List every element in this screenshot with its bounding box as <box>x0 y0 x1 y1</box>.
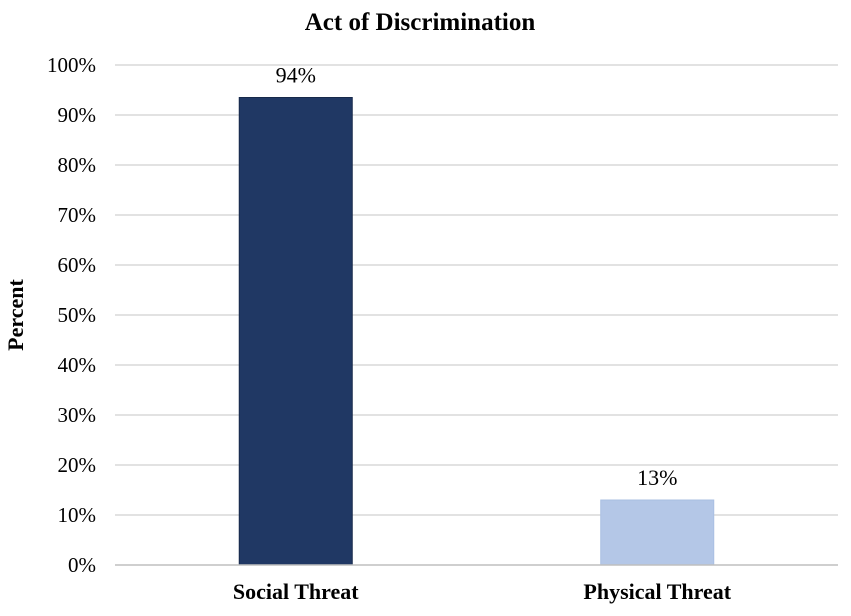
bar-social-threat <box>238 97 353 566</box>
y-tick-label: 30% <box>58 403 97 427</box>
x-tick-label: Physical Threat <box>583 579 731 604</box>
bar-physical-threat <box>600 499 715 566</box>
y-tick-label: 90% <box>58 103 97 127</box>
y-tick-label: 50% <box>58 303 97 327</box>
y-tick-label: 80% <box>58 153 97 177</box>
gridlines <box>115 64 838 516</box>
y-tick-label: 70% <box>58 203 97 227</box>
chart-title: Act of Discrimination <box>305 9 536 36</box>
y-tick-label: 100% <box>47 53 96 77</box>
x-tick-labels: Social Threat Physical Threat <box>233 579 732 604</box>
data-label: 13% <box>637 465 677 490</box>
y-tick-label: 20% <box>58 453 97 477</box>
y-tick-label: 40% <box>58 353 97 377</box>
y-tick-label: 10% <box>58 503 97 527</box>
bars <box>238 97 715 566</box>
data-label: 94% <box>276 63 316 88</box>
y-tick-labels: 0% 10% 20% 30% 40% 50% 60% 70% 80% 90% 100% <box>47 53 96 577</box>
y-tick-label: 0% <box>68 553 96 577</box>
y-tick-label: 60% <box>58 253 97 277</box>
x-tick-label: Social Threat <box>233 579 359 604</box>
data-labels: 94% 13% <box>276 63 678 491</box>
y-axis-label: Percent <box>3 279 28 351</box>
